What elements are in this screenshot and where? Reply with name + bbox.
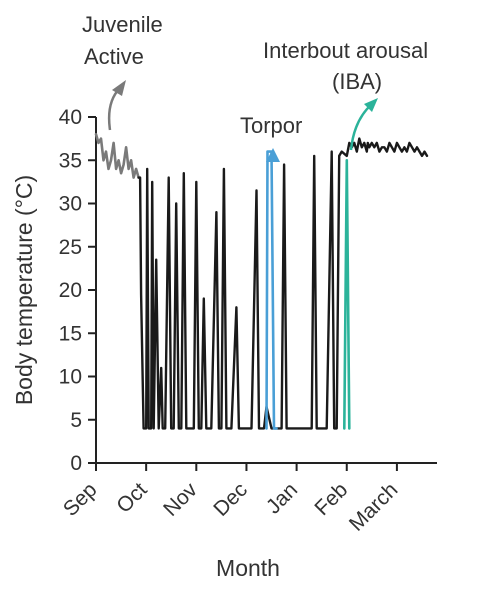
y-tick-label: 30 xyxy=(59,193,82,216)
y-tick-label: 25 xyxy=(59,236,82,259)
series-layer xyxy=(94,133,429,430)
iba-series-line xyxy=(342,159,351,430)
iba-label-line2: (IBA) xyxy=(332,69,382,94)
x-tick-label: Sep xyxy=(59,478,102,521)
y-tick-label: 10 xyxy=(59,366,82,389)
x-axis-title: Month xyxy=(216,555,280,581)
juvenile-arrow xyxy=(107,87,121,131)
y-tick-label: 0 xyxy=(70,452,82,475)
x-tick-label: Jan xyxy=(262,478,302,518)
y-tick-label: 5 xyxy=(70,409,82,432)
main-series-line xyxy=(137,137,429,430)
y-axis-title: Body temperature (°C) xyxy=(11,175,37,405)
x-tick-label: Feb xyxy=(310,478,352,520)
x-tick-label: Nov xyxy=(159,478,202,521)
y-tick-label: 35 xyxy=(59,149,82,172)
x-tick-label: March xyxy=(345,478,403,536)
y-tick-label: 20 xyxy=(59,279,82,302)
x-tick-label: Oct xyxy=(112,478,151,517)
juvenile-label-line1: Juvenile xyxy=(82,12,163,37)
juvenile-label-line2: Active xyxy=(84,44,144,69)
torpor-series-line xyxy=(265,150,278,430)
juvenile-series-line xyxy=(94,133,140,179)
y-tick-label: 40 xyxy=(59,106,82,129)
juvenile-arrowhead-icon xyxy=(112,80,126,96)
iba-arrowhead-icon xyxy=(364,98,378,112)
iba-label-line1: Interbout arousal xyxy=(263,38,428,63)
torpor-label: Torpor xyxy=(240,113,302,138)
x-tick-label: Dec xyxy=(209,478,252,521)
y-tick-label: 15 xyxy=(59,322,82,345)
torpor-arrowhead-icon xyxy=(266,148,280,162)
